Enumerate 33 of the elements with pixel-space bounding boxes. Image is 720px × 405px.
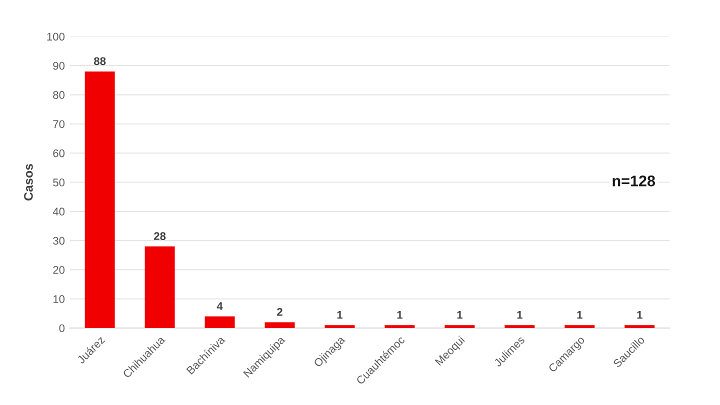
bar xyxy=(84,71,115,328)
bar xyxy=(564,325,595,328)
bar xyxy=(624,325,655,328)
y-axis-title: Casos xyxy=(24,164,33,200)
bar xyxy=(204,316,235,328)
data-label: 1 xyxy=(517,311,522,319)
data-label: 28 xyxy=(154,232,166,240)
data-label: 2 xyxy=(277,308,282,316)
y-tick-label: 60 xyxy=(53,149,65,158)
data-label: 1 xyxy=(637,311,642,319)
bar xyxy=(144,246,175,328)
y-tick-label: 10 xyxy=(53,295,65,304)
annotation: n=128 xyxy=(612,176,656,186)
data-label: 4 xyxy=(216,302,223,310)
bar xyxy=(444,325,475,328)
y-tick-label: 20 xyxy=(53,266,65,274)
bar xyxy=(324,325,355,328)
y-tick-label: 70 xyxy=(53,120,65,128)
y-tick-label: 90 xyxy=(53,62,65,70)
bar xyxy=(264,322,295,328)
y-tick-label: 100 xyxy=(47,32,65,41)
bar xyxy=(504,325,535,328)
y-tick-label: 0 xyxy=(59,324,65,332)
y-tick-label: 80 xyxy=(53,91,65,99)
y-tick-label: 40 xyxy=(52,208,65,216)
data-label: 1 xyxy=(577,311,582,319)
data-label: 1 xyxy=(397,311,402,319)
data-label: 88 xyxy=(94,57,106,66)
data-label: 1 xyxy=(337,311,343,319)
y-tick-label: 50 xyxy=(53,178,65,186)
y-tick-label: 30 xyxy=(53,236,65,245)
bar xyxy=(384,325,415,328)
data-label: 1 xyxy=(457,311,462,319)
